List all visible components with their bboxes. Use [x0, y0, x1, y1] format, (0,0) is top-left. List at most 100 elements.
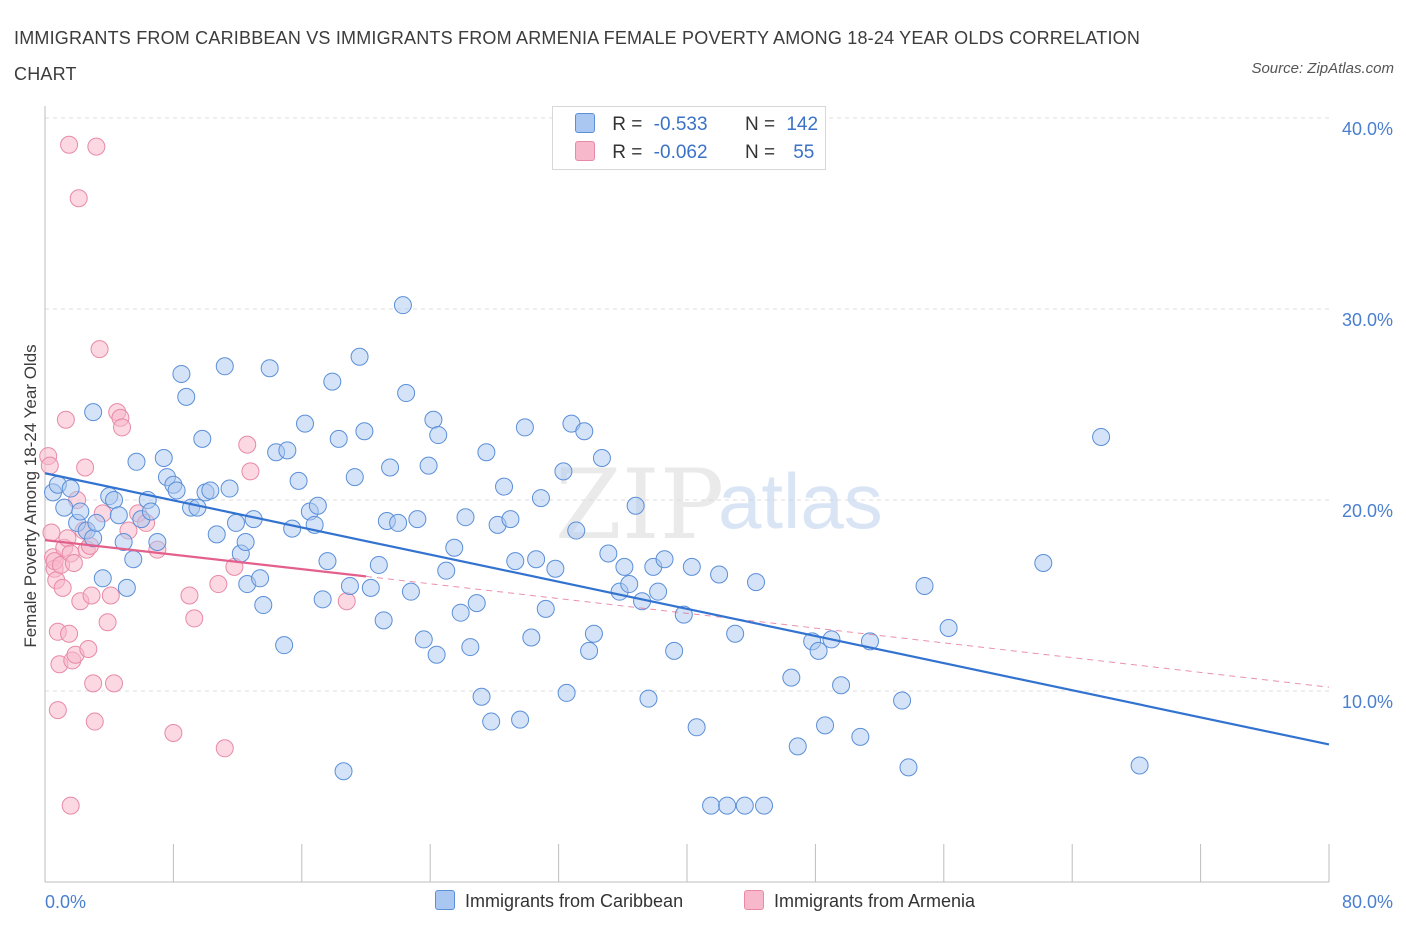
- caribbean-point: [193, 429, 212, 448]
- armenia-point: [180, 586, 199, 605]
- armenia-point: [90, 340, 109, 359]
- armenia-point: [79, 639, 98, 658]
- caribbean-point: [682, 557, 701, 576]
- caribbean-r-value: -0.533: [653, 114, 708, 135]
- caribbean-point: [506, 552, 525, 571]
- armenia-point: [48, 701, 67, 720]
- caribbean-point: [531, 489, 550, 508]
- caribbean-point: [592, 448, 611, 467]
- caribbean-point: [340, 576, 359, 595]
- caribbean-point: [1034, 554, 1053, 573]
- axes: [44, 106, 1330, 883]
- caribbean-point: [369, 555, 388, 574]
- caribbean-point: [55, 498, 74, 517]
- caribbean-point: [710, 565, 729, 584]
- watermark: ZIP atlas: [555, 449, 883, 561]
- r-label: R =: [612, 142, 643, 163]
- legend-item-armenia: Immigrants from Armenia: [744, 890, 975, 912]
- caribbean-point: [567, 521, 586, 540]
- caribbean-point: [832, 676, 851, 695]
- caribbean-point: [461, 638, 480, 657]
- caribbean-point: [374, 611, 393, 630]
- caribbean-point: [71, 502, 90, 521]
- x-tick-label: 0.0%: [45, 892, 86, 912]
- caribbean-point: [451, 603, 470, 622]
- armenia-point: [241, 462, 260, 481]
- armenia-point: [238, 435, 257, 454]
- caribbean-point: [726, 624, 745, 643]
- series-armenia-points: [39, 135, 356, 815]
- caribbean-point: [87, 513, 106, 532]
- armenia-point: [209, 575, 228, 594]
- caribbean-point: [393, 296, 412, 315]
- caribbean-point: [649, 582, 668, 601]
- caribbean-point: [788, 737, 807, 756]
- caribbean-point: [220, 479, 239, 498]
- caribbean-point: [414, 630, 433, 649]
- caribbean-point: [401, 582, 420, 601]
- armenia-point: [42, 523, 61, 542]
- armenia-swatch: [575, 141, 595, 161]
- caribbean-point: [536, 599, 555, 618]
- y-tick-label: 30.0%: [1342, 310, 1393, 330]
- chart-title: IMMIGRANTS FROM CARIBBEAN VS IMMIGRANTS …: [14, 28, 1141, 84]
- caribbean-swatch: [575, 113, 595, 133]
- caribbean-point: [296, 414, 315, 433]
- caribbean-point: [1092, 427, 1111, 446]
- caribbean-point: [215, 357, 234, 376]
- caribbean-point: [511, 710, 530, 729]
- caribbean-point: [467, 594, 486, 613]
- caribbean-point: [397, 384, 416, 403]
- caribbean-point: [639, 689, 658, 708]
- armenia-trend-extension: [365, 575, 1330, 688]
- caribbean-point: [308, 496, 327, 515]
- caribbean-point: [424, 410, 443, 429]
- caribbean-point: [655, 550, 674, 569]
- caribbean-point: [501, 510, 520, 529]
- armenia-point: [56, 410, 75, 429]
- caribbean-point: [201, 481, 220, 500]
- armenia-point: [60, 624, 79, 643]
- caribbean-point: [687, 718, 706, 737]
- caribbean-point: [522, 628, 541, 647]
- caribbean-point: [117, 578, 136, 597]
- y-tick-label: 10.0%: [1342, 692, 1393, 712]
- caribbean-point: [355, 422, 374, 441]
- caribbean-point: [154, 448, 173, 467]
- armenia-point: [40, 456, 59, 475]
- caribbean-point: [141, 502, 160, 521]
- caribbean-point: [915, 576, 934, 595]
- r-label: R =: [612, 114, 643, 135]
- caribbean-point: [84, 403, 103, 422]
- caribbean-point: [109, 506, 128, 525]
- caribbean-point: [345, 468, 364, 487]
- caribbean-point: [620, 575, 639, 594]
- caribbean-point: [1130, 756, 1149, 775]
- watermark-atlas: atlas: [718, 457, 883, 545]
- caribbean-point: [318, 552, 337, 571]
- legend-item-caribbean: Immigrants from Caribbean: [435, 890, 683, 912]
- armenia-point: [164, 724, 183, 743]
- armenia-n-value: 55: [793, 142, 815, 163]
- caribbean-point: [718, 796, 737, 815]
- caribbean-point: [260, 359, 279, 378]
- armenia-point: [82, 586, 101, 605]
- caribbean-point: [313, 590, 332, 609]
- caribbean-point: [809, 641, 828, 660]
- tick-labels: 10.0% 20.0% 30.0% 40.0% 0.0% 80.0%: [45, 119, 1393, 912]
- armenia-point: [85, 712, 104, 731]
- caribbean-point: [389, 513, 408, 532]
- armenia-point: [87, 137, 106, 156]
- armenia-point: [98, 613, 117, 632]
- caribbean-point: [148, 533, 167, 552]
- caribbean-point: [626, 496, 645, 515]
- caribbean-point: [437, 561, 456, 580]
- caribbean-point: [167, 481, 186, 500]
- caribbean-point: [275, 636, 294, 655]
- caribbean-point: [515, 418, 534, 437]
- caribbean-point: [546, 559, 565, 578]
- caribbean-point: [114, 533, 133, 552]
- n-label: N =: [744, 142, 776, 163]
- caribbean-point: [408, 510, 427, 529]
